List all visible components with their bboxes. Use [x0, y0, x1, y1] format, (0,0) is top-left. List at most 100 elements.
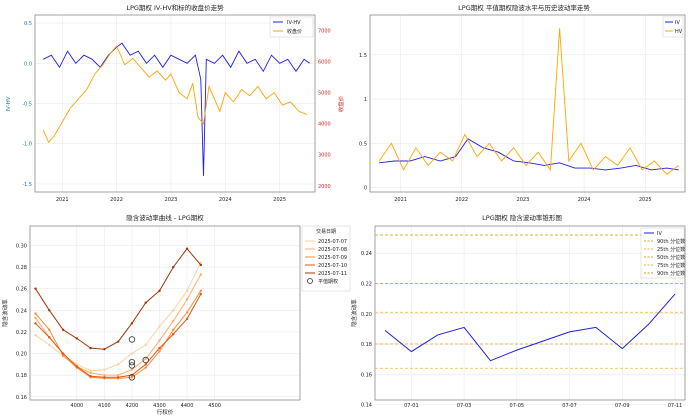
chart3-point [89, 369, 92, 373]
chart1-legend: IV-HV 收盘价 [269, 16, 314, 38]
chart4-xtick: 07-05 [510, 403, 525, 409]
chart1-ytick: 0.5 [24, 21, 32, 27]
chart1-xtick: 2023 [165, 197, 178, 203]
chart3-point [103, 368, 106, 371]
chart1-ytick: -1.5 [22, 182, 32, 188]
chart3-title: 隐含波动率曲线 - LPG期权 [126, 213, 204, 222]
chart4-ytick: 0.16 [361, 372, 372, 378]
chart3-point [89, 346, 92, 350]
chart3-point [103, 348, 106, 351]
chart3-point [34, 322, 37, 325]
chart4-legend-item: 75th 分位数 [657, 262, 685, 269]
chart3-point [185, 298, 189, 301]
chart3-legend-atm: 平值期权 [318, 278, 338, 285]
chart3-point [172, 265, 175, 269]
chart3-atm-marker [128, 358, 136, 366]
chart3-legend-title: 交易日期 [316, 228, 336, 235]
chart3-series-2025-07-11 [35, 247, 202, 350]
chart4-ytick: 0.24 [361, 251, 372, 257]
chart1-y2tick: 6000 [318, 60, 331, 66]
chart3-xtick: 4300 [153, 403, 166, 409]
chart3-atm-marker [142, 356, 149, 364]
chart2-legend: IV HV [662, 16, 684, 38]
chart3-ytick: 0.20 [16, 352, 27, 358]
chart4-legend-item: 90th 分位数 [657, 238, 685, 245]
chart1-legend-ivhv: IV-HV [287, 20, 301, 26]
chart3-ytick: 0.16 [16, 395, 27, 401]
chart1-ytick: -1.0 [22, 142, 32, 148]
chart2-xtick: 2023 [517, 197, 530, 203]
chart4-xtick: 07-03 [457, 403, 472, 409]
chart3-series-2025-07-07 [35, 262, 202, 372]
chart1-title: LPG期权 IV-HV和标的收盘价走势 [126, 3, 224, 12]
chart3-legend-item: 2025-07-08 [318, 247, 347, 253]
chart2-ytick: 1.5 [359, 53, 367, 59]
chart3-xtick: 4200 [126, 403, 139, 409]
chart3-point [116, 363, 120, 366]
chart1-ytick: -0.5 [22, 102, 32, 108]
chart3-series-2025-07-10 [35, 293, 202, 378]
chart1-xtick: 2021 [56, 197, 69, 203]
chart3-point [116, 377, 120, 380]
chart1-xtick: 2024 [219, 197, 232, 203]
chart3-series-2025-07-08 [35, 274, 202, 376]
chart3-point [199, 261, 203, 264]
chart3-point [34, 312, 37, 315]
chart1-y2tick: 7000 [318, 29, 331, 35]
chart3-ylabel: 隐含波动率 [1, 299, 9, 327]
chart3-point [172, 332, 175, 336]
chart3-point [158, 325, 161, 328]
chart3-point [48, 328, 51, 331]
chart4-title: LPG期权 隐含波动率锥形图 [482, 213, 562, 222]
chart2-plot-area [369, 14, 686, 193]
chart3-point [75, 337, 79, 340]
chart3-point [103, 377, 106, 380]
chart3-point [103, 376, 106, 379]
chart3-point [172, 328, 175, 331]
chart3-point [48, 336, 51, 339]
chart3-point [144, 363, 147, 366]
chart3-legend: 交易日期 2025-07-07 2025-07-08 2025-07-09 2025-… [301, 225, 351, 292]
chart1-y2label: 收盘价 [337, 95, 345, 112]
chart3-point [144, 343, 147, 347]
chart3-point [158, 289, 161, 293]
chart3-legend-item: 2025-07-07 [318, 239, 347, 245]
chart3-ytick: 0.26 [16, 287, 27, 293]
chart3-point [75, 365, 79, 368]
chart3-point [158, 339, 161, 342]
chart4-xtick: 07-07 [562, 403, 577, 409]
chart3-point [34, 316, 37, 320]
chart3-ytick: 0.30 [16, 243, 27, 249]
chart3-series-2025-07-09 [35, 290, 202, 379]
chart3-legend-item: 2025-07-11 [318, 271, 347, 277]
chart4-ytick: 0.18 [361, 342, 372, 348]
chart3-point [116, 340, 120, 343]
chart3-ytick: 0.18 [16, 373, 27, 379]
chart3-xlabel: 行权价 [157, 408, 174, 416]
chart2-xtick: 2024 [578, 197, 591, 203]
chart3-point [144, 366, 147, 369]
chart3-xtick: 4100 [98, 403, 111, 409]
chart2-series-hv [378, 28, 680, 175]
chart4-legend-item: 50th 分位数 [657, 254, 685, 261]
chart3-xtick: 4500 [208, 403, 221, 409]
chart3-ytick: 0.22 [16, 330, 27, 336]
chart3-point [185, 317, 189, 321]
chart3-point [61, 352, 65, 355]
chart2-series-iv [379, 138, 679, 171]
chart3-point [48, 343, 51, 347]
chart4-legend-item: 25th 分位数 [657, 246, 685, 253]
chart1-series-price [42, 45, 307, 144]
chart3-ytick: 0.28 [16, 265, 27, 271]
chart4-iv-line [384, 293, 676, 362]
chart3-point [130, 352, 134, 355]
chart1-xtick: 2022 [110, 197, 123, 203]
chart3-point [199, 263, 203, 267]
chart3-point [172, 309, 175, 312]
chart2-xtick: 2022 [455, 197, 468, 203]
chart3-point [89, 375, 92, 378]
